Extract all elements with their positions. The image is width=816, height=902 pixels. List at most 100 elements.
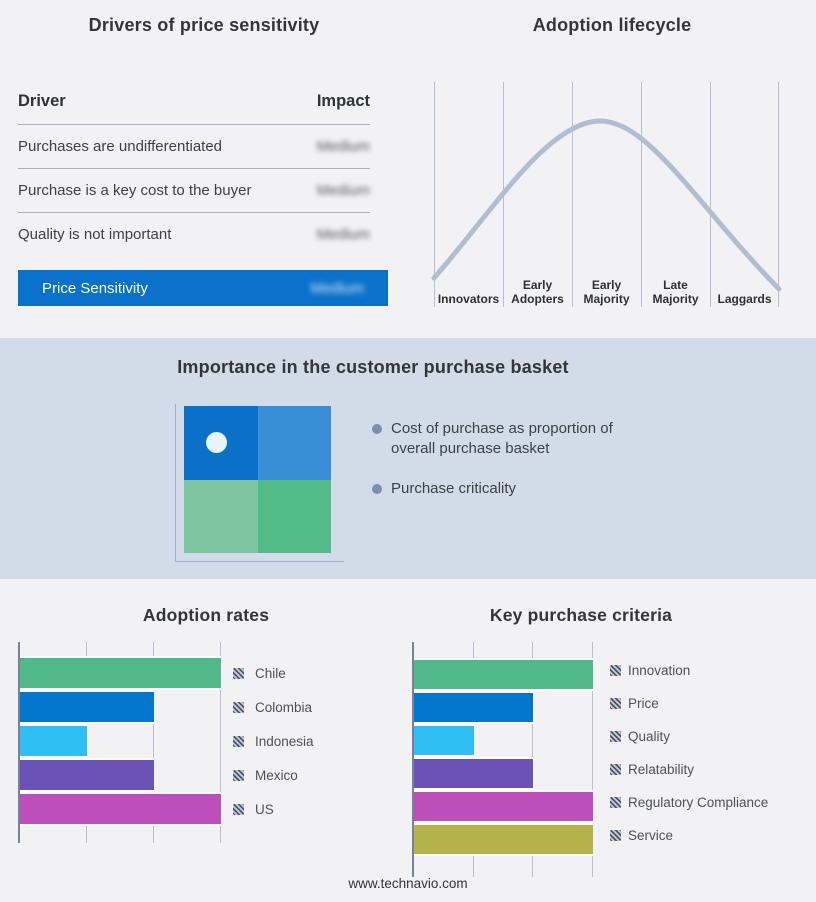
quadrant-cell-bottom-right	[257, 479, 331, 553]
gridline	[220, 642, 221, 843]
legend-label: Regulatory Compliance	[628, 795, 769, 810]
key-purchase-criteria-legend: Innovation Price Quality Relatability Regula…	[610, 654, 768, 852]
purchase-basket-band	[0, 338, 816, 579]
legend-swatch-icon	[610, 731, 621, 742]
lifecycle-curve-svg	[431, 118, 782, 292]
legend-swatch-icon	[610, 830, 621, 841]
legend-swatch-icon	[233, 735, 244, 747]
list-item: Cost of purchase as proportion of overal…	[372, 419, 644, 458]
legend-item: US	[233, 792, 314, 826]
legend-item: Quality	[610, 720, 768, 753]
gridline	[710, 82, 711, 307]
bar-mexico	[20, 758, 154, 792]
stage-label: Early Majority	[583, 278, 630, 306]
table-row: Purchases are undifferentiated Medium	[18, 125, 370, 169]
bullet-text: Purchase criticality	[391, 480, 517, 497]
table-row: Quality is not important Medium	[18, 213, 370, 256]
bar-price	[414, 691, 534, 724]
lifecycle-panel-title: Adoption lifecycle	[532, 15, 692, 35]
bars-group	[20, 656, 221, 826]
bar-regulatory-compliance	[414, 790, 593, 823]
table-row: Purchase is a key cost to the buyer Medi…	[18, 169, 370, 213]
website-url: www.technavio.com	[348, 876, 468, 891]
legend-label: Chile	[255, 665, 286, 681]
bar-relatability	[414, 757, 534, 790]
stage-label: Laggards	[717, 291, 772, 306]
impact-column-header: Impact	[316, 92, 370, 110]
driver-cell: Quality is not important	[18, 226, 172, 243]
quadrant-marker-dot	[206, 432, 227, 453]
legend-item: Chile	[233, 656, 314, 690]
quadrant-cell-top-right	[257, 406, 331, 480]
gridline	[434, 82, 435, 307]
drivers-table-header: Driver Impact	[18, 92, 370, 125]
drivers-table: Driver Impact Purchases are undifferenti…	[18, 92, 370, 256]
bar-service	[414, 823, 593, 856]
adoption-lifecycle-chart: Innovators Early Adopters Early Majority…	[431, 82, 782, 307]
driver-column-header: Driver	[18, 92, 66, 110]
key-purchase-criteria-chart	[412, 642, 593, 877]
impact-cell-redacted: Medium	[310, 279, 364, 297]
bullet-icon	[372, 424, 382, 434]
legend-swatch-icon	[610, 797, 621, 808]
legend-item: Relatability	[610, 753, 768, 786]
adoption-rates-title: Adoption rates	[142, 605, 270, 625]
gridline	[641, 82, 642, 307]
bars-group	[414, 658, 593, 856]
legend-label: Indonesia	[255, 733, 314, 749]
bar-indonesia	[20, 724, 87, 758]
legend-label: Colombia	[255, 699, 313, 715]
drivers-panel-title: Drivers of price sensitivity	[88, 15, 320, 35]
gridline	[152, 642, 154, 843]
impact-cell-redacted: Medium	[316, 182, 370, 199]
adoption-rates-legend: Chile Colombia Indonesia Mexico US	[233, 656, 314, 826]
bar-innovation	[414, 658, 593, 691]
gridline	[778, 82, 779, 307]
bullet-text: Cost of purchase as proportion of overal…	[391, 420, 613, 457]
bar-colombia	[20, 690, 154, 724]
legend-label: US	[255, 801, 274, 817]
legend-swatch-icon	[233, 667, 244, 679]
bar-us	[20, 792, 221, 826]
basket-panel-title: Importance in the customer purchase bask…	[177, 357, 569, 377]
legend-item: Mexico	[233, 758, 314, 792]
price-sensitivity-label: Price Sensitivity	[42, 279, 148, 297]
basket-bullet-list: Cost of purchase as proportion of overal…	[372, 419, 644, 520]
adoption-rates-chart	[18, 642, 221, 843]
legend-swatch-icon	[610, 764, 621, 775]
bar-chile	[20, 656, 221, 690]
bar-quality	[414, 724, 474, 757]
legend-label: Service	[628, 828, 674, 843]
legend-swatch-icon	[610, 665, 621, 676]
legend-label: Mexico	[255, 767, 298, 783]
bullet-icon	[372, 484, 382, 494]
driver-cell: Purchase is a key cost to the buyer	[18, 182, 252, 199]
quadrant-cell-bottom-left	[184, 479, 258, 553]
legend-swatch-icon	[233, 803, 244, 815]
impact-cell-redacted: Medium	[316, 226, 370, 243]
driver-cell: Purchases are undifferentiated	[18, 138, 223, 155]
legend-swatch-icon	[610, 698, 621, 709]
lifecycle-stage-labels: Innovators Early Adopters Early Majority…	[434, 261, 779, 307]
stage-label: Early Adopters	[511, 278, 564, 306]
legend-label: Innovation	[628, 663, 691, 678]
legend-label: Relatability	[628, 762, 695, 777]
legend-swatch-icon	[233, 769, 244, 781]
list-item: Purchase criticality	[372, 479, 644, 499]
legend-label: Price	[628, 696, 659, 711]
lifecycle-bell-curve	[431, 118, 782, 292]
legend-item: Service	[610, 819, 768, 852]
gridline	[572, 82, 573, 307]
legend-item: Price	[610, 687, 768, 720]
impact-cell-redacted: Medium	[316, 138, 370, 155]
legend-label: Quality	[628, 729, 671, 744]
legend-item: Innovation	[610, 654, 768, 687]
legend-item: Indonesia	[233, 724, 314, 758]
legend-item: Colombia	[233, 690, 314, 724]
stage-label: Late Majority	[652, 278, 699, 306]
stage-label: Innovators	[437, 291, 500, 306]
legend-item: Regulatory Compliance	[610, 786, 768, 819]
quadrant-axis	[175, 404, 344, 562]
legend-swatch-icon	[233, 701, 244, 713]
